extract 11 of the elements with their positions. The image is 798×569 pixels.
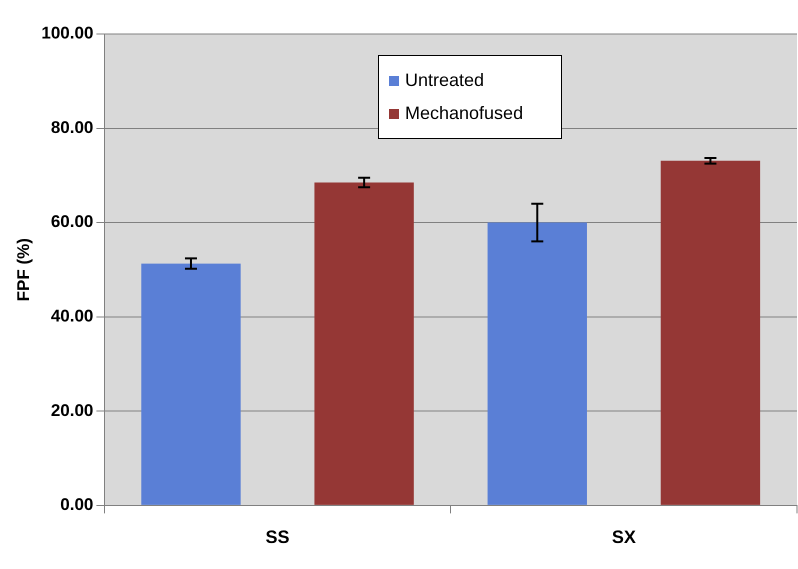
- legend-label: Mechanofused: [405, 103, 524, 124]
- y-tick-label: 60.00: [50, 212, 94, 232]
- y-tick-label: 20.00: [50, 400, 94, 420]
- y-axis-title: FPF (%): [14, 238, 33, 302]
- y-tick-label: 80.00: [50, 118, 94, 137]
- x-tick-label: SX: [612, 527, 636, 548]
- x-tick-label: SS: [266, 527, 290, 548]
- y-tick-label: 0.00: [60, 495, 94, 514]
- legend-label: Untreated: [405, 70, 484, 91]
- y-tick-label: 100.00: [41, 24, 94, 43]
- y-tick-label: 40.00: [50, 306, 94, 326]
